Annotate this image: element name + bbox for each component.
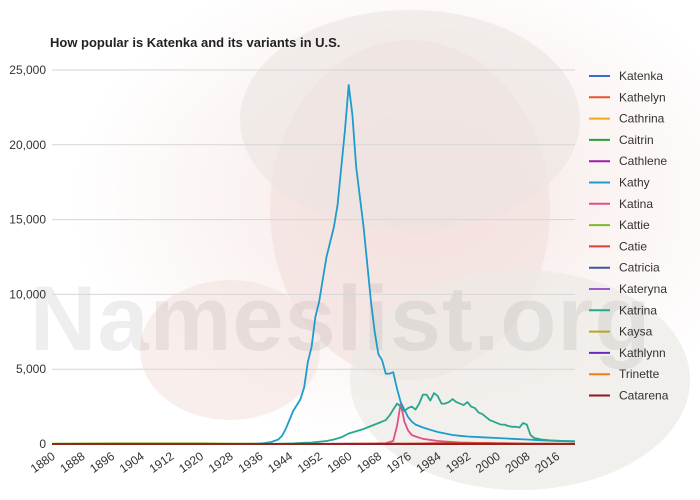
legend-label: Catricia: [619, 261, 660, 275]
legend-label: Kaysa: [619, 325, 653, 339]
x-tick-label: 1912: [147, 449, 177, 476]
x-tick-label: 1896: [87, 449, 117, 476]
legend: Katenka Kathelyn Cathrina Caitrin Cathlene Ka…: [589, 69, 669, 403]
legend-label: Kateryna: [619, 282, 667, 296]
legend-item-kateryna[interactable]: Kateryna: [589, 282, 667, 296]
x-tick-label: 1888: [57, 449, 87, 476]
legend-item-trinette[interactable]: Trinette: [589, 367, 660, 381]
legend-item-katenka[interactable]: Katenka: [589, 69, 663, 83]
chart-title: How popular is Katenka and its variants …: [50, 35, 340, 50]
legend-label: Catarena: [619, 389, 669, 403]
x-tick-label: 1968: [354, 449, 384, 476]
series-lines: [51, 84, 576, 445]
legend-label: Catie: [619, 239, 647, 253]
x-tick-label: 2008: [503, 449, 533, 476]
legend-label: Kathelyn: [619, 90, 666, 104]
legend-item-kathelyn[interactable]: Kathelyn: [589, 90, 666, 104]
x-tick-label: 2016: [532, 449, 562, 476]
grid: [52, 69, 575, 445]
legend-item-catie[interactable]: Catie: [589, 239, 647, 253]
x-tick-label: 1952: [295, 449, 325, 476]
series-line-katrina: [51, 392, 576, 445]
legend-label: Katenka: [619, 69, 663, 83]
series-line-kathy: [52, 84, 576, 445]
legend-label: Cathrina: [619, 112, 665, 126]
x-tick-label: 1992: [443, 449, 473, 476]
x-tick-label: 1976: [384, 449, 414, 476]
legend-item-kattie[interactable]: Kattie: [589, 218, 650, 232]
legend-label: Kathlynn: [619, 346, 666, 360]
legend-label: Kattie: [619, 218, 650, 232]
legend-label: Cathlene: [619, 154, 667, 168]
y-tick-label: 5,000: [16, 362, 46, 376]
x-tick-label: 1928: [206, 449, 236, 476]
y-tick-label: 10,000: [9, 287, 46, 301]
y-tick-label: 0: [39, 437, 46, 451]
x-tick-label: 1960: [325, 449, 355, 476]
legend-item-katrina[interactable]: Katrina: [589, 303, 657, 317]
x-tick-label: 1904: [117, 449, 147, 476]
x-tick-label: 1944: [265, 449, 295, 476]
legend-item-cathrina[interactable]: Cathrina: [589, 112, 665, 126]
y-tick-label: 20,000: [9, 138, 46, 152]
x-axis: 1880 1888 1896 1904 1912 1920 1928 1936 1944 1952…: [28, 449, 563, 476]
legend-item-katina[interactable]: Katina: [589, 197, 653, 211]
legend-item-kathlynn[interactable]: Kathlynn: [589, 346, 666, 360]
legend-label: Caitrin: [619, 133, 654, 147]
legend-label: Trinette: [619, 367, 660, 381]
legend-label: Katrina: [619, 303, 657, 317]
x-tick-label: 1984: [414, 449, 444, 476]
legend-item-catarena[interactable]: Catarena: [589, 389, 669, 403]
x-tick-label: 2000: [473, 449, 503, 476]
legend-item-caitrin[interactable]: Caitrin: [589, 133, 654, 147]
y-tick-label: 25,000: [9, 63, 46, 77]
legend-item-catricia[interactable]: Catricia: [589, 261, 660, 275]
legend-item-kathy[interactable]: Kathy: [589, 176, 650, 190]
legend-item-kaysa[interactable]: Kaysa: [589, 325, 653, 339]
y-axis: 0 5,000 10,000 15,000 20,000 25,000: [9, 63, 46, 451]
x-tick-label: 1936: [236, 449, 266, 476]
x-tick-label: 1880: [28, 449, 58, 476]
x-tick-label: 1920: [176, 449, 206, 476]
legend-item-cathlene[interactable]: Cathlene: [589, 154, 667, 168]
legend-label: Kathy: [619, 176, 650, 190]
watermark-text: Nameslist.org: [30, 268, 651, 370]
legend-label: Katina: [619, 197, 653, 211]
y-tick-label: 15,000: [9, 213, 46, 227]
